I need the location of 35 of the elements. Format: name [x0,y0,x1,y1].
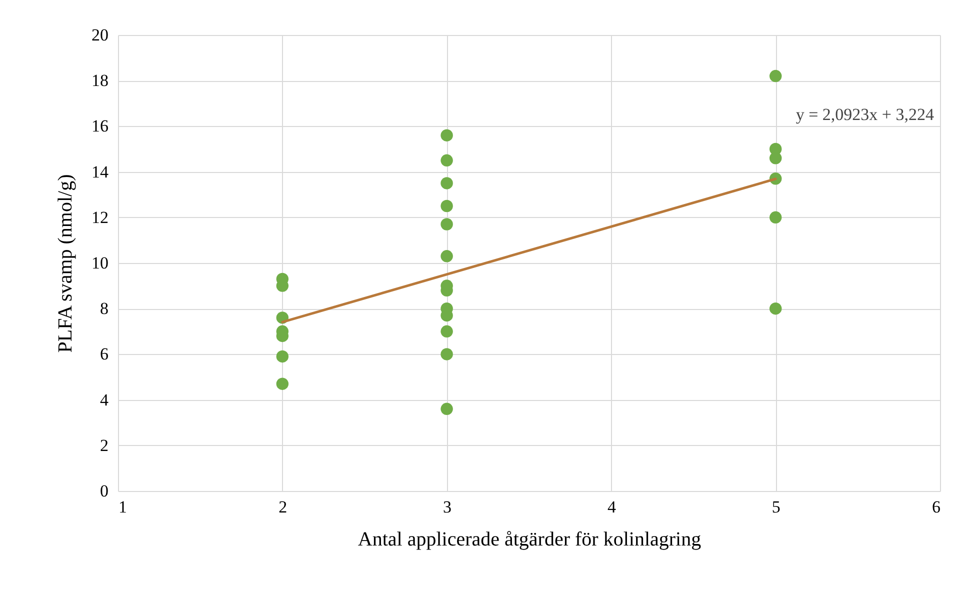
x-tick-label: 6 [932,498,940,516]
point [440,177,453,190]
point [440,200,453,212]
x-tick-label: 5 [772,498,780,516]
x-tick-label: 3 [443,498,452,516]
point [440,325,453,338]
y-tick-label: 0 [100,482,108,500]
x-tick-label: 1 [118,498,127,516]
point [440,129,453,142]
y-tick-label: 16 [92,116,108,136]
y-tick-label: 10 [92,254,108,272]
y-tick-label: 14 [92,162,109,182]
y-tick-label: 8 [100,299,108,318]
point [440,348,453,360]
point [769,152,782,164]
x-tick-label: 4 [607,498,616,516]
y-tick-label: 18 [92,71,108,90]
point [769,211,782,224]
point [769,70,782,82]
point [440,218,453,230]
point [440,154,453,167]
point [440,402,453,416]
point [276,378,289,390]
y-tick-label: 6 [100,344,108,364]
y-tick-label: 4 [100,390,109,410]
y-tick-label: 12 [92,208,108,227]
point [440,250,453,262]
y-tick-label: 2 [100,436,108,455]
annotation: y = 2,0923x + 3,224 [796,105,934,124]
y-tick-label: 20 [92,26,108,44]
point [769,302,782,315]
point [276,350,289,363]
x-tick-label: 2 [278,498,288,516]
y-axis-title: PLFA svamp (nmol/g) [54,174,76,353]
x-axis-title: Antal applicerade åtgärder för kolinlagring [358,528,702,550]
